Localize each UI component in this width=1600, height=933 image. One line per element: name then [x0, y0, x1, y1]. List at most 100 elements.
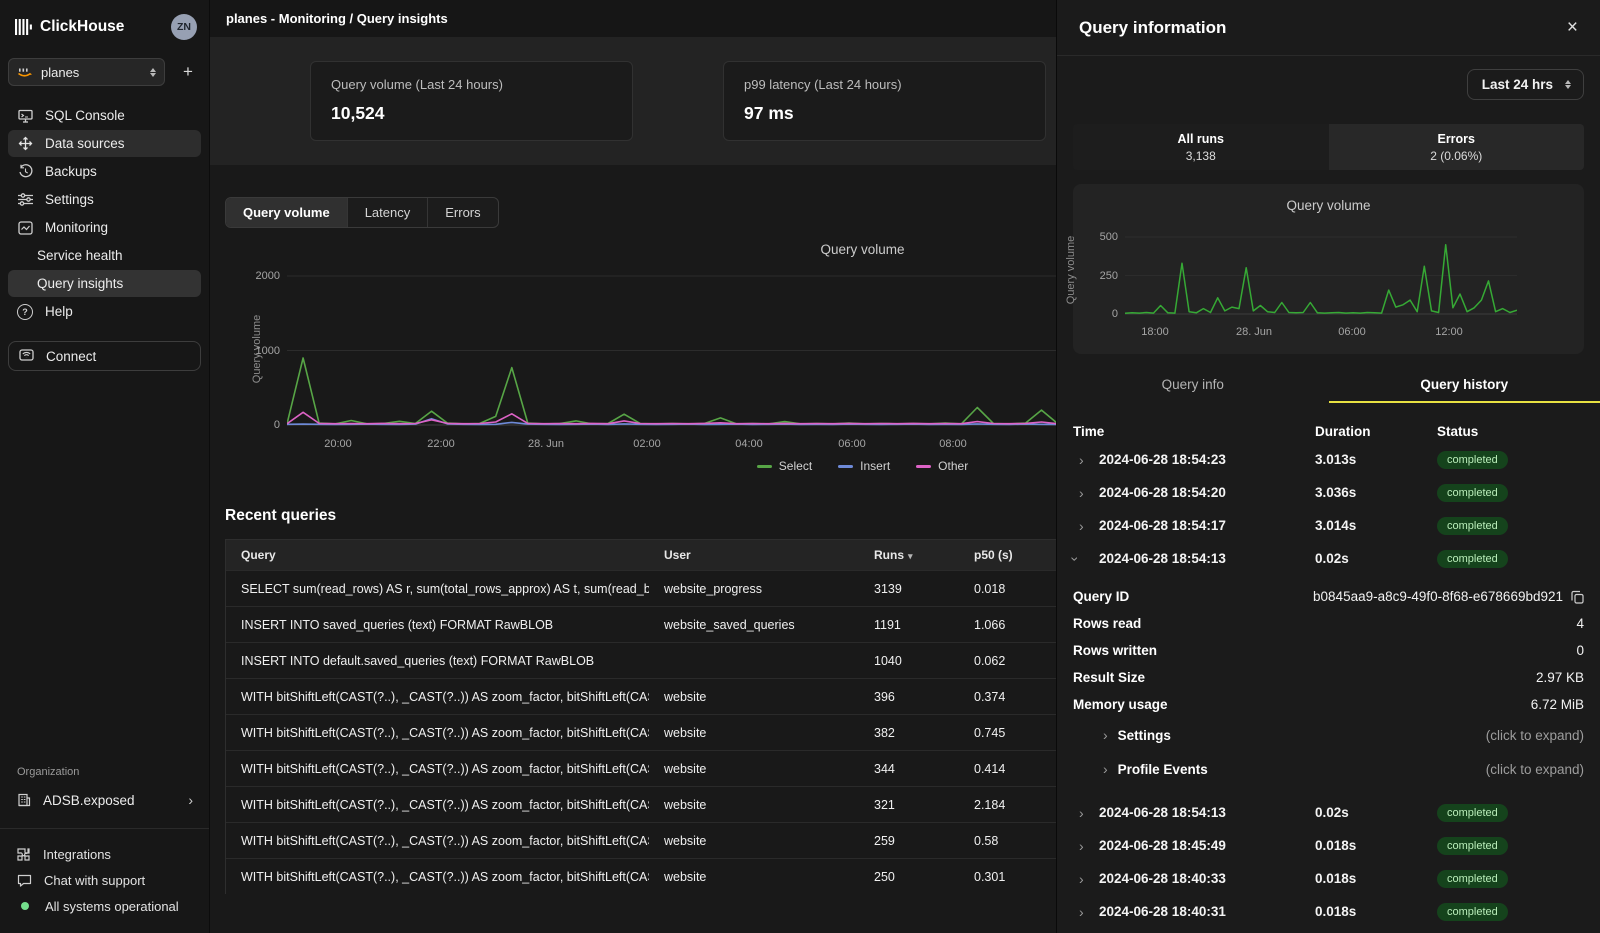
chevron-right-icon[interactable]: ›: [1079, 837, 1084, 854]
tab-errors[interactable]: Errors: [445, 205, 481, 220]
rq-p50: 1.066: [974, 617, 1006, 632]
chevron-right-icon[interactable]: ›: [1079, 484, 1084, 501]
history-duration: 0.02s: [1315, 551, 1349, 566]
rq-query: WITH bitShiftLeft(CAST(?..), _CAST(?..))…: [241, 725, 649, 740]
rq-p50: 0.58: [974, 833, 999, 848]
chevron-right-icon[interactable]: ›: [1079, 870, 1084, 887]
tab-query-history[interactable]: Query history: [1328, 366, 1600, 403]
chevron-down-icon[interactable]: ›: [1067, 556, 1084, 561]
close-icon[interactable]: ×: [1566, 17, 1578, 38]
segment-errors[interactable]: Errors 2 (0.06%): [1328, 124, 1584, 170]
sidebar-item-label: Service health: [37, 248, 123, 263]
sidebar-item-sql-console[interactable]: SQL Console: [8, 102, 201, 129]
chart-plot[interactable]: [287, 265, 1056, 433]
query-history-row[interactable]: › 2024-06-28 18:40:33 0.018s completed: [1073, 862, 1584, 895]
chart-yticks: 0 1000 2000: [245, 265, 287, 433]
integrations-icon: [17, 847, 31, 861]
y-axis-tick: 0: [273, 419, 280, 431]
query-history-row[interactable]: › 2024-06-28 18:54:13 0.02s completed: [1067, 542, 1584, 575]
sidebar-item-label: Monitoring: [45, 220, 109, 235]
chevron-right-icon[interactable]: ›: [1079, 451, 1084, 468]
sidebar-item-query-insights[interactable]: Query insights: [8, 270, 201, 297]
segment-all-runs[interactable]: All runs 3,138: [1073, 124, 1329, 170]
query-history-row[interactable]: › 2024-06-28 18:54:17 3.014s completed: [1073, 509, 1584, 542]
detail-row[interactable]: › Profile Events (click to expand): [1073, 752, 1584, 786]
sidebar-item-service-health[interactable]: Service health: [8, 242, 201, 269]
table-row[interactable]: SELECT sum(read_rows) AS r, sum(total_ro…: [226, 570, 1056, 606]
organization-item[interactable]: ADSB.exposed ›: [8, 786, 201, 814]
organization-name: ADSB.exposed: [43, 792, 135, 808]
history-duration: 3.036s: [1315, 485, 1357, 500]
legend-item-other[interactable]: Other: [916, 459, 968, 473]
chevron-right-icon: ›: [188, 792, 193, 808]
y-axis-tick: 0: [1111, 308, 1118, 320]
app-title: ClickHouse: [40, 18, 125, 35]
column-header-runs[interactable]: Runs ▾: [874, 548, 913, 562]
table-row[interactable]: WITH bitShiftLeft(CAST(?..), _CAST(?..))…: [226, 714, 1056, 750]
time-range-selector[interactable]: Last 24 hrs: [1466, 69, 1584, 100]
system-status-item[interactable]: All systems operational: [8, 893, 201, 919]
table-row[interactable]: INSERT INTO saved_queries (text) FORMAT …: [226, 606, 1056, 642]
query-history-row[interactable]: › 2024-06-28 18:45:49 0.018s completed: [1073, 829, 1584, 862]
table-row[interactable]: WITH bitShiftLeft(CAST(?..), _CAST(?..))…: [226, 750, 1056, 786]
copy-icon[interactable]: [1571, 590, 1584, 604]
tab-latency[interactable]: Latency: [348, 198, 429, 227]
table-row[interactable]: WITH bitShiftLeft(CAST(?..), _CAST(?..))…: [226, 858, 1056, 894]
detail-value: b0845aa9-a8c9-49f0-8f68-e678669bd921: [1313, 589, 1584, 604]
chart-title: Query volume: [1286, 198, 1371, 213]
detail-row[interactable]: › Settings (click to expand): [1073, 718, 1584, 752]
status-badge: completed: [1437, 483, 1508, 502]
history-duration: 3.013s: [1315, 452, 1357, 467]
legend-item-insert[interactable]: Insert: [838, 459, 890, 473]
status-dot: [21, 902, 29, 910]
stat-card-label: Query volume (Last 24 hours): [331, 77, 503, 92]
chevron-right-icon[interactable]: ›: [1079, 804, 1084, 821]
sidebar-item-settings[interactable]: Settings: [8, 186, 201, 213]
query-history-row[interactable]: › 2024-06-28 18:54:20 3.036s completed: [1073, 476, 1584, 509]
connect-button[interactable]: Connect: [8, 341, 201, 371]
legend-item-select[interactable]: Select: [756, 459, 812, 473]
query-history-row[interactable]: › 2024-06-28 18:54:13 0.02s completed: [1073, 796, 1584, 829]
column-header-query[interactable]: Query: [241, 548, 276, 562]
x-axis-tick: 08:00: [939, 438, 967, 450]
query-history-row[interactable]: › 2024-06-28 18:54:23 3.013s completed: [1073, 443, 1584, 476]
rq-user: website_saved_queries: [664, 617, 795, 632]
history-duration: 0.018s: [1315, 871, 1357, 886]
recent-queries-header: Query User Runs ▾ p50 (s): [226, 540, 1056, 570]
detail-value: 0: [1576, 643, 1584, 658]
query-history-row[interactable]: › 2024-06-28 18:40:31 0.018s completed: [1073, 895, 1584, 928]
chevron-right-icon[interactable]: ›: [1079, 517, 1084, 534]
table-row[interactable]: WITH bitShiftLeft(CAST(?..), _CAST(?..))…: [226, 786, 1056, 822]
sidebar-item-monitoring[interactable]: Monitoring: [8, 214, 201, 241]
sidebar-item-chat-support[interactable]: Chat with support: [8, 867, 201, 893]
sidebar-item-data-sources[interactable]: Data sources: [8, 130, 201, 157]
tab-query-volume[interactable]: Query volume: [226, 198, 348, 227]
chart-plot[interactable]: [1125, 219, 1517, 321]
sidebar-item-help[interactable]: ? Help: [8, 298, 201, 325]
table-row[interactable]: INSERT INTO default.saved_queries (text)…: [226, 642, 1056, 678]
table-row[interactable]: WITH bitShiftLeft(CAST(?..), _CAST(?..))…: [226, 822, 1056, 858]
y-axis-tick: 500: [1099, 231, 1118, 243]
detail-value: 6.72 MiB: [1530, 697, 1584, 712]
column-header-user[interactable]: User: [664, 548, 691, 562]
chat-icon: [17, 874, 32, 887]
history-duration: 3.014s: [1315, 518, 1357, 533]
rq-runs: 259: [874, 833, 895, 848]
tab-query-info[interactable]: Query info: [1161, 377, 1224, 392]
detail-label: Memory usage: [1073, 697, 1168, 712]
add-service-button[interactable]: +: [175, 59, 201, 85]
sidebar-item-label: Help: [45, 304, 73, 319]
chevron-right-icon[interactable]: ›: [1079, 903, 1084, 920]
sidebar-item-integrations[interactable]: Integrations: [8, 841, 201, 867]
sidebar: ClickHouse ZN planes + SQL Console: [0, 0, 210, 933]
rq-query: SELECT sum(read_rows) AS r, sum(total_ro…: [241, 581, 649, 596]
avatar[interactable]: ZN: [171, 14, 197, 40]
sidebar-item-backups[interactable]: Backups: [8, 158, 201, 185]
service-selector[interactable]: planes: [8, 58, 165, 86]
expanded-query-details: Query ID b0845aa9-a8c9-49f0-8f68-e678669b…: [1073, 583, 1584, 786]
column-header-p50[interactable]: p50 (s): [974, 548, 1013, 562]
runs-errors-segmented: All runs 3,138 Errors 2 (0.06%): [1073, 124, 1584, 170]
chart-xticks: 20:00 22:00 28. Jun 02:00 04:00 06:00 08:00: [287, 433, 1056, 453]
table-row[interactable]: WITH bitShiftLeft(CAST(?..), _CAST(?..))…: [226, 678, 1056, 714]
